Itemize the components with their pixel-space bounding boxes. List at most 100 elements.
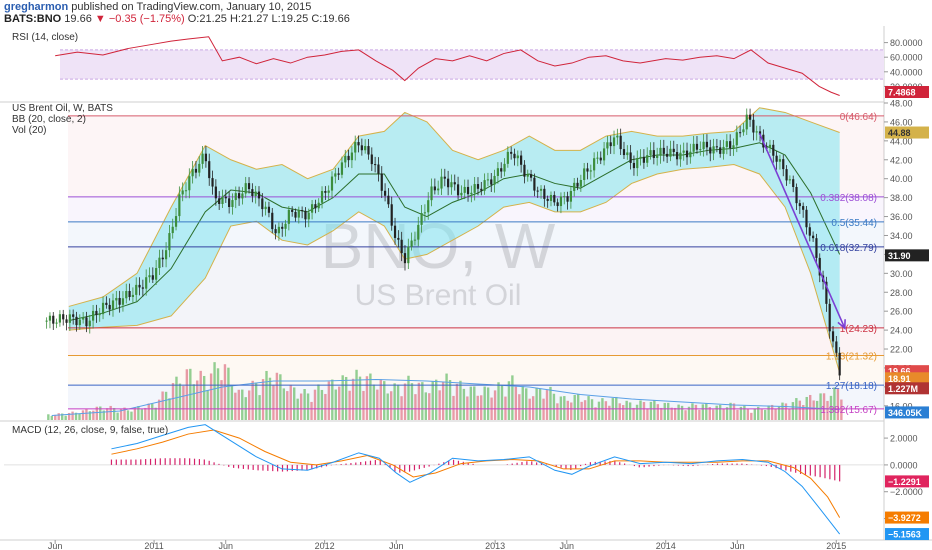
- candle[interactable]: [612, 130, 616, 155]
- volume-bar[interactable]: [289, 384, 292, 420]
- candle[interactable]: [171, 218, 174, 239]
- volume-bar[interactable]: [673, 407, 677, 420]
- candle[interactable]: [602, 142, 606, 166]
- volume-bar[interactable]: [400, 396, 403, 420]
- candle[interactable]: [599, 151, 602, 165]
- volume-bar[interactable]: [383, 381, 386, 420]
- volume-bar[interactable]: [223, 364, 227, 420]
- candle[interactable]: [350, 146, 353, 169]
- candle[interactable]: [208, 153, 211, 186]
- candle[interactable]: [344, 149, 347, 168]
- volume-bar[interactable]: [694, 404, 698, 420]
- volume-bar[interactable]: [625, 400, 628, 420]
- volume-bar[interactable]: [573, 394, 576, 420]
- volume-bar[interactable]: [348, 390, 351, 420]
- candle[interactable]: [828, 298, 831, 339]
- volume-bar[interactable]: [258, 395, 261, 420]
- volume-bar[interactable]: [261, 379, 265, 420]
- volume-bar[interactable]: [106, 408, 109, 420]
- candle[interactable]: [274, 224, 277, 240]
- candle[interactable]: [722, 139, 725, 160]
- candle[interactable]: [606, 135, 609, 156]
- candle[interactable]: [450, 174, 453, 195]
- volume-bar[interactable]: [344, 376, 348, 420]
- volume-bar[interactable]: [175, 376, 178, 420]
- volume-bar[interactable]: [324, 393, 327, 420]
- candle[interactable]: [732, 138, 735, 156]
- macd-panel[interactable]: [4, 424, 884, 535]
- candle[interactable]: [88, 314, 91, 334]
- candle[interactable]: [261, 193, 264, 217]
- candle[interactable]: [234, 186, 237, 209]
- volume-bar[interactable]: [642, 402, 646, 420]
- candle[interactable]: [593, 152, 596, 178]
- candle[interactable]: [334, 167, 337, 184]
- volume-bar[interactable]: [480, 395, 483, 420]
- volume-bar[interactable]: [119, 408, 123, 420]
- volume-bar[interactable]: [836, 388, 840, 420]
- candle[interactable]: [82, 312, 85, 324]
- volume-bar[interactable]: [161, 391, 164, 420]
- candle[interactable]: [456, 176, 460, 200]
- candle[interactable]: [679, 144, 682, 167]
- volume-bar[interactable]: [597, 401, 601, 420]
- volume-bar[interactable]: [514, 386, 518, 420]
- candle[interactable]: [304, 207, 307, 228]
- volume-bar[interactable]: [448, 380, 452, 420]
- volume-bar[interactable]: [241, 389, 244, 420]
- candle[interactable]: [72, 309, 75, 325]
- candle[interactable]: [68, 309, 71, 331]
- volume-bar[interactable]: [369, 373, 372, 420]
- volume-bar[interactable]: [549, 386, 552, 420]
- candle[interactable]: [609, 135, 612, 154]
- candle[interactable]: [417, 216, 420, 247]
- candle[interactable]: [629, 145, 632, 170]
- candle[interactable]: [748, 108, 752, 127]
- candle[interactable]: [291, 206, 294, 217]
- candle[interactable]: [364, 139, 367, 154]
- volume-bar[interactable]: [466, 396, 469, 420]
- candle[interactable]: [277, 222, 281, 241]
- candle[interactable]: [85, 311, 88, 333]
- candle[interactable]: [380, 166, 383, 198]
- volume-bar[interactable]: [64, 415, 67, 420]
- volume-bar[interactable]: [99, 406, 102, 420]
- volume-bar[interactable]: [833, 387, 836, 420]
- candle[interactable]: [75, 311, 78, 332]
- candle[interactable]: [656, 147, 659, 166]
- volume-bar[interactable]: [268, 377, 272, 420]
- volume-bar[interactable]: [753, 408, 756, 420]
- volume-bar[interactable]: [272, 385, 275, 420]
- volume-bar[interactable]: [729, 402, 732, 420]
- volume-bar[interactable]: [639, 400, 642, 420]
- candle[interactable]: [825, 276, 828, 312]
- volume-bar[interactable]: [566, 400, 569, 420]
- candle[interactable]: [377, 157, 380, 182]
- volume-bar[interactable]: [469, 386, 473, 420]
- candle[interactable]: [768, 139, 772, 154]
- candle[interactable]: [523, 160, 526, 184]
- candle[interactable]: [659, 139, 662, 164]
- volume-bar[interactable]: [341, 375, 344, 420]
- candle[interactable]: [566, 191, 569, 210]
- candle[interactable]: [775, 151, 778, 170]
- volume-bar[interactable]: [462, 388, 466, 420]
- volume-bar[interactable]: [140, 409, 144, 420]
- candle[interactable]: [62, 309, 65, 326]
- volume-bar[interactable]: [320, 389, 324, 420]
- candle[interactable]: [198, 156, 201, 177]
- candle[interactable]: [148, 267, 151, 283]
- volume-bar[interactable]: [317, 384, 320, 420]
- volume-bar[interactable]: [760, 409, 763, 420]
- candle[interactable]: [782, 154, 785, 177]
- candle[interactable]: [646, 147, 649, 167]
- candle[interactable]: [818, 253, 821, 283]
- volume-bar[interactable]: [372, 384, 376, 420]
- volume-bar[interactable]: [334, 389, 337, 420]
- volume-bar[interactable]: [777, 406, 781, 420]
- volume-bar[interactable]: [663, 402, 666, 420]
- volume-bar[interactable]: [414, 394, 417, 420]
- volume-bar[interactable]: [109, 405, 112, 420]
- volume-bar[interactable]: [182, 385, 185, 420]
- candle[interactable]: [672, 140, 675, 157]
